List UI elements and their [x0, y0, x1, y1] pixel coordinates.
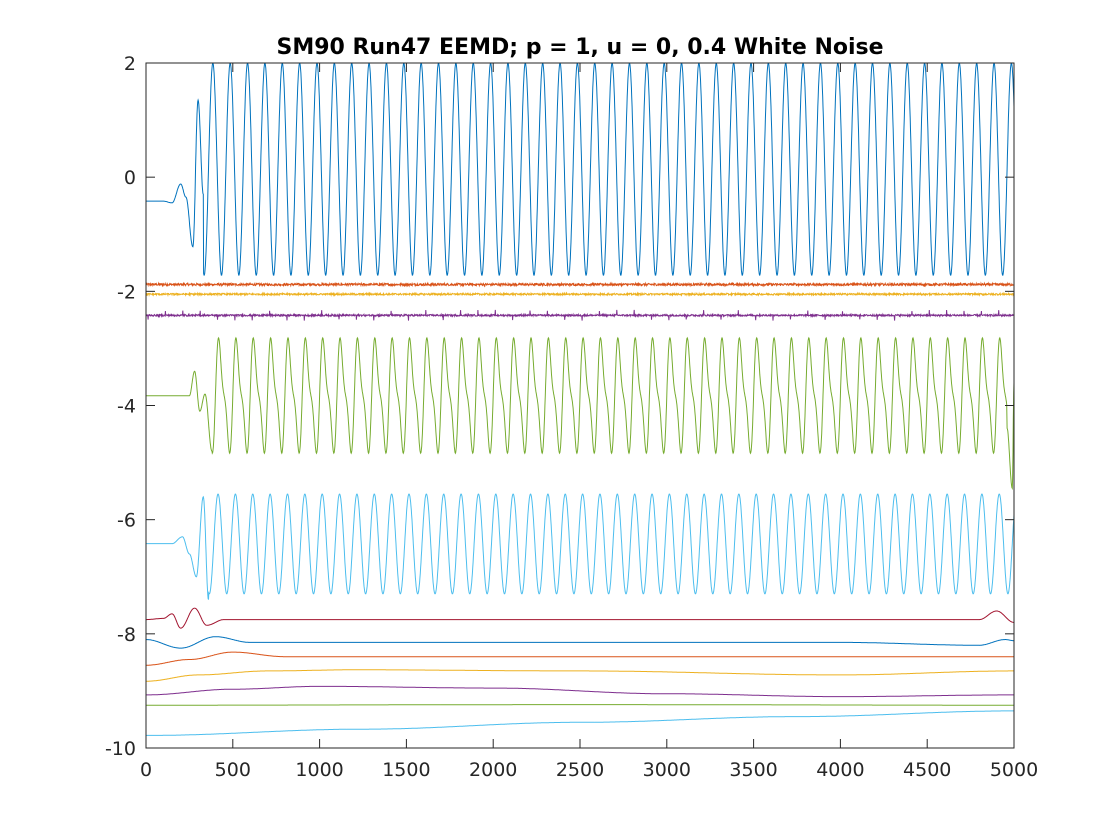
- x-tick-label: 4000: [816, 759, 864, 781]
- y-tick-label: -6: [117, 510, 136, 532]
- series-line-13: [146, 710, 1014, 736]
- y-tick-label: -4: [117, 396, 136, 418]
- series-line-9: [146, 651, 1014, 666]
- x-tick-label: 2500: [556, 759, 604, 781]
- x-axis: 0 500 1000 1500 2000 2500 3000 3500 4000 4500 5000: [140, 63, 1038, 781]
- x-tick-label: 0: [140, 759, 152, 781]
- x-tick-label: 1500: [382, 759, 430, 781]
- x-tick-label: 2000: [469, 759, 517, 781]
- series-line-12: [146, 704, 1014, 706]
- y-tick-label: -2: [117, 281, 136, 303]
- series-line-10: [146, 669, 1014, 682]
- series-line-1: [146, 62, 1015, 276]
- series-line-6: [146, 493, 1015, 600]
- plot-series: [145, 62, 1015, 736]
- y-tick-label: -8: [117, 624, 136, 646]
- y-tick-label: 0: [124, 167, 136, 189]
- series-line-4: [145, 309, 1015, 321]
- x-tick-label: 1000: [295, 759, 343, 781]
- x-tick-label: 500: [215, 759, 251, 781]
- series-line-2: [145, 281, 1015, 288]
- series-line-7: [146, 607, 1014, 629]
- x-tick-label: 4500: [903, 759, 951, 781]
- x-tick-label: 3000: [643, 759, 691, 781]
- y-tick-label: 2: [124, 53, 136, 75]
- series-line-11: [146, 685, 1014, 698]
- series-line-8: [146, 636, 1014, 649]
- y-axis: 2 0 -2 -4 -6 -8 -10: [105, 53, 1014, 760]
- series-line-3: [145, 291, 1015, 297]
- x-tick-label: 3500: [729, 759, 777, 781]
- series-line-5: [146, 336, 1015, 491]
- x-tick-label: 5000: [990, 759, 1038, 781]
- chart-title: SM90 Run47 EEMD; p = 1, u = 0, 0.4 White…: [276, 35, 883, 60]
- y-tick-label: -10: [105, 738, 136, 760]
